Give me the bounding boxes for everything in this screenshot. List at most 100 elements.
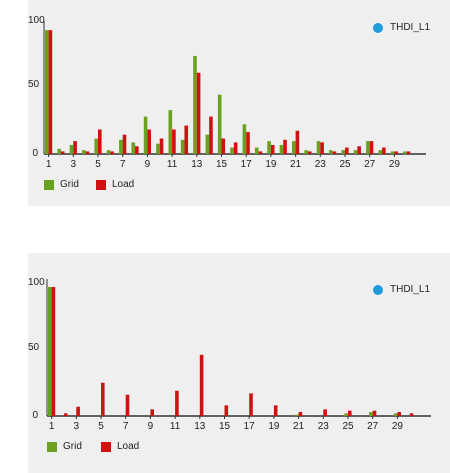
bar-load-5 bbox=[98, 129, 102, 154]
bar-load-11 bbox=[175, 390, 179, 416]
bar-load-20 bbox=[283, 139, 287, 154]
series-badge[interactable]: THDI_L1 bbox=[372, 22, 430, 33]
badge-label: THDI_L1 bbox=[389, 284, 430, 295]
bar-grid-3 bbox=[69, 144, 74, 154]
x-tick-label: 9 bbox=[148, 421, 154, 432]
bar-load-13 bbox=[196, 72, 201, 154]
grid-swatch-icon bbox=[44, 179, 54, 190]
x-tick-label: 5 bbox=[98, 421, 104, 432]
bar-load-1 bbox=[48, 30, 53, 154]
x-tick-label: 23 bbox=[315, 159, 327, 170]
x-tick-label: 25 bbox=[339, 159, 351, 170]
bar-grid-2 bbox=[57, 148, 61, 154]
x-tick-label: 17 bbox=[244, 421, 256, 432]
bar-load-23 bbox=[320, 142, 324, 154]
bar-grid-20 bbox=[279, 144, 284, 154]
y-tick-label: 0 bbox=[32, 148, 38, 159]
bar-load-28 bbox=[382, 147, 386, 154]
grid-swatch-icon bbox=[47, 441, 57, 452]
legend-item-grid[interactable]: Grid bbox=[44, 179, 79, 190]
chart-panel-1: 1 3 5 7 9 11 13 15 17 19 21 23 25 27 29 100 50 0 THDI_… bbox=[28, 0, 450, 206]
bar-grid-5 bbox=[94, 138, 98, 154]
x-tick-label: 13 bbox=[194, 421, 206, 432]
bar-load-17 bbox=[249, 393, 253, 416]
legend-label: Load bbox=[117, 441, 140, 452]
x-tick-label: 5 bbox=[95, 159, 101, 170]
legend-item-grid[interactable]: Grid bbox=[47, 441, 82, 452]
x-tick-label: 21 bbox=[290, 159, 302, 170]
x-tick-label: 7 bbox=[123, 421, 129, 432]
bar-grid-16 bbox=[230, 147, 234, 154]
bar-load-3 bbox=[73, 141, 77, 154]
bar-load-19 bbox=[270, 144, 275, 154]
bar-load-29 bbox=[397, 412, 401, 416]
legend-label: Grid bbox=[60, 179, 79, 190]
bar-load-29 bbox=[394, 151, 398, 154]
bar-load-2 bbox=[60, 151, 65, 154]
bar-grid-13 bbox=[193, 55, 197, 154]
bar-load-3 bbox=[76, 406, 80, 416]
bar-load-25 bbox=[345, 147, 349, 154]
bar-grid-1 bbox=[48, 286, 52, 416]
bar-grid-30 bbox=[403, 151, 407, 154]
bar-load-9 bbox=[147, 129, 151, 154]
bar-load-30 bbox=[406, 151, 411, 154]
bar-grid-25 bbox=[344, 413, 348, 416]
bar-load-17 bbox=[246, 132, 250, 154]
bar-load-25 bbox=[348, 410, 352, 416]
legend-item-load[interactable]: Load bbox=[101, 441, 139, 452]
bar-load-11 bbox=[172, 129, 176, 154]
bar-chart-2: 1 3 5 7 9 11 13 15 17 19 21 23 25 27 29 bbox=[46, 279, 431, 432]
x-tick-label: 19 bbox=[265, 159, 277, 170]
x-tick-label: 15 bbox=[219, 421, 231, 432]
bar-grid-21 bbox=[295, 414, 299, 416]
x-tick-label: 29 bbox=[389, 159, 401, 170]
bar-grid-10 bbox=[156, 143, 160, 154]
legend-item-load[interactable]: Load bbox=[96, 179, 134, 190]
bar-load-1 bbox=[51, 286, 56, 416]
bar-grid-18 bbox=[254, 147, 259, 154]
legend-label: Grid bbox=[63, 441, 82, 452]
bar-grid-21 bbox=[292, 141, 296, 154]
bar-load-13 bbox=[199, 354, 204, 416]
x-tick-label: 1 bbox=[46, 159, 52, 170]
x-tick-label: 9 bbox=[145, 159, 151, 170]
badge-label: THDI_L1 bbox=[389, 22, 430, 33]
x-tick-label: 11 bbox=[167, 159, 178, 170]
bar-grid-12 bbox=[180, 139, 185, 154]
x-tick-label: 29 bbox=[392, 421, 404, 432]
y-tick-label: 50 bbox=[28, 342, 40, 353]
y-tick-label: 100 bbox=[28, 15, 45, 26]
bar-load-7 bbox=[122, 134, 127, 154]
bar-load-27 bbox=[372, 410, 377, 416]
bar-grid-1 bbox=[45, 30, 49, 154]
bar-grid-27 bbox=[369, 412, 373, 416]
bar-grid-26 bbox=[353, 150, 358, 154]
bar-load-6 bbox=[110, 151, 114, 154]
bar-load-14 bbox=[209, 116, 213, 154]
x-tick-label: 25 bbox=[342, 421, 354, 432]
bar-load-5 bbox=[101, 382, 105, 416]
load-swatch-icon bbox=[96, 179, 106, 190]
bar-grid-14 bbox=[205, 134, 210, 154]
bar-load-23 bbox=[323, 409, 327, 416]
bar-load-21 bbox=[298, 412, 303, 416]
x-tick-label: 3 bbox=[74, 421, 80, 432]
bar-load-24 bbox=[332, 151, 337, 154]
x-tick-label: 15 bbox=[216, 159, 228, 170]
x-tick-label: 19 bbox=[268, 421, 280, 432]
bar-load-7 bbox=[125, 394, 130, 416]
circle-icon bbox=[372, 284, 383, 295]
x-tick-label: 27 bbox=[364, 159, 376, 170]
bar-load-16 bbox=[233, 142, 238, 154]
bar-load-30 bbox=[409, 413, 414, 416]
series-badge[interactable]: THDI_L1 bbox=[372, 284, 430, 295]
x-tick-label: 7 bbox=[120, 159, 126, 170]
bar-grid-28 bbox=[378, 150, 383, 154]
bar-load-2 bbox=[63, 413, 68, 416]
x-tick-label: 1 bbox=[49, 421, 55, 432]
bar-load-22 bbox=[307, 151, 312, 154]
load-swatch-icon bbox=[101, 441, 111, 452]
bar-load-21 bbox=[295, 130, 300, 154]
x-tick-label: 21 bbox=[293, 421, 305, 432]
